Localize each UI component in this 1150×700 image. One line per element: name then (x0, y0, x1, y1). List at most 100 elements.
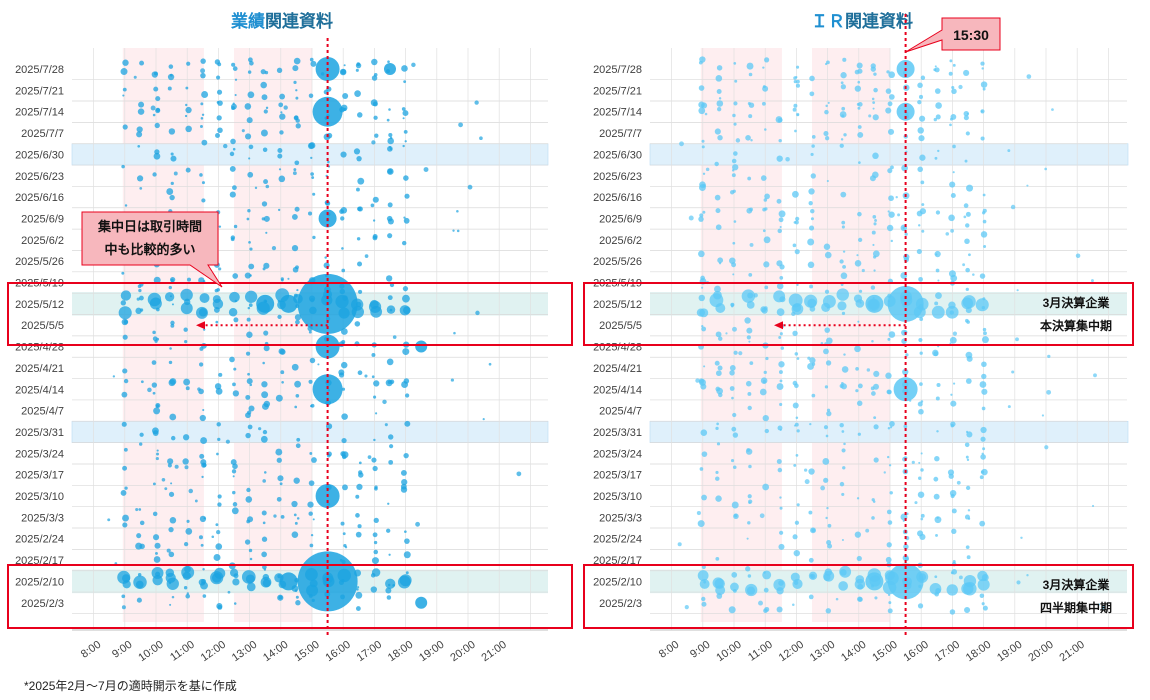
scatter-point (385, 578, 396, 589)
scatter-point (198, 535, 203, 540)
scatter-point (278, 102, 284, 108)
scatter-point (920, 75, 926, 80)
scatter-point (732, 412, 737, 418)
scatter-point (841, 430, 845, 433)
scatter-point (796, 79, 800, 84)
chart-panel-2: ＩＲ関連資料 2025/7/28 2025/7/21 2025/7/14 2025/7/… (583, 11, 1134, 664)
scatter-point (182, 458, 189, 465)
x-tick-label: 18:00 (386, 639, 415, 665)
scatter-point (342, 484, 348, 491)
scatter-point (279, 482, 283, 486)
scatter-point (780, 346, 785, 350)
y-tick-label: 2025/6/2 (599, 235, 642, 247)
scatter-point (474, 100, 479, 105)
scatter-point (792, 190, 799, 198)
scatter-point (859, 301, 862, 304)
scatter-point (216, 452, 219, 456)
scatter-point (1044, 167, 1048, 171)
scatter-point (248, 157, 251, 160)
x-tick-label: 11:00 (746, 639, 775, 664)
scatter-point (1046, 389, 1052, 395)
scatter-point (216, 422, 221, 427)
scatter-point (732, 113, 736, 118)
scatter-point (185, 86, 189, 90)
scatter-point (949, 181, 956, 188)
scatter-point (340, 451, 346, 457)
highlight-box-feb (7, 564, 573, 629)
scatter-point (1007, 405, 1011, 409)
scatter-point (698, 101, 705, 108)
scatter-point (856, 62, 863, 69)
y-tick-label: 2025/5/26 (593, 256, 642, 268)
scatter-point (983, 331, 987, 336)
scatter-point (967, 509, 971, 512)
scatter-point (174, 464, 179, 469)
scatter-point (741, 289, 756, 303)
scatter-point (341, 413, 348, 420)
scatter-point (763, 370, 767, 375)
scatter-point (262, 147, 268, 152)
scatter-point (342, 93, 349, 100)
scatter-point (153, 556, 161, 563)
scatter-point (260, 435, 268, 443)
scatter-point (794, 383, 799, 389)
scatter-point (764, 606, 770, 612)
scatter-point (155, 551, 158, 555)
scatter-point (809, 225, 815, 231)
scatter-point (779, 506, 783, 510)
scatter-point (827, 543, 833, 549)
scatter-point (843, 133, 847, 137)
scatter-point (980, 436, 986, 442)
scatter-point (794, 520, 800, 525)
scatter-point (935, 102, 942, 109)
scatter-point (309, 452, 313, 455)
scatter-point (857, 106, 861, 110)
scatter-point (261, 551, 267, 558)
scatter-point (979, 593, 985, 598)
y-tick-label: 2025/7/28 (593, 64, 642, 76)
scatter-point (185, 593, 191, 599)
scatter-point (872, 101, 876, 105)
scatter-point (897, 213, 901, 217)
footnote: *2025年2月～7月の適時開示を基に作成 (24, 679, 237, 693)
x-tick-label: 11:00 (168, 639, 197, 664)
scatter-point (150, 105, 156, 111)
scatter-point (123, 378, 129, 384)
scatter-point (341, 247, 344, 250)
scatter-point (340, 216, 345, 221)
scatter-point (488, 362, 492, 366)
scatter-point (357, 261, 363, 267)
scatter-point (934, 250, 941, 258)
scatter-point (370, 586, 378, 593)
scatter-point (870, 66, 876, 72)
scatter-point (404, 140, 407, 143)
scatter-point (216, 101, 220, 104)
scatter-point (246, 331, 253, 338)
scatter-point (839, 481, 845, 487)
scatter-point (164, 292, 175, 302)
scatter-point (701, 601, 707, 607)
scatter-point (170, 152, 174, 156)
scatter-point (933, 351, 939, 357)
scatter-point (950, 393, 953, 396)
scatter-point (738, 351, 743, 356)
scatter-point (714, 128, 721, 135)
scatter-point (241, 129, 245, 133)
scatter-point (153, 276, 161, 284)
scatter-point (154, 542, 161, 549)
scatter-point (139, 60, 145, 66)
scatter-point (341, 387, 346, 391)
scatter-point (311, 176, 315, 179)
scatter-point (1026, 74, 1032, 79)
scatter-point (945, 232, 950, 236)
scatter-point (232, 273, 239, 279)
scatter-point (341, 437, 347, 444)
scatter-point (887, 608, 893, 614)
scatter-point (200, 543, 204, 547)
scatter-point (887, 426, 891, 430)
scatter-point (965, 378, 972, 384)
scatter-point (873, 416, 877, 420)
scatter-point (921, 229, 925, 233)
scatter-point (759, 388, 767, 396)
scatter-point (808, 557, 814, 563)
